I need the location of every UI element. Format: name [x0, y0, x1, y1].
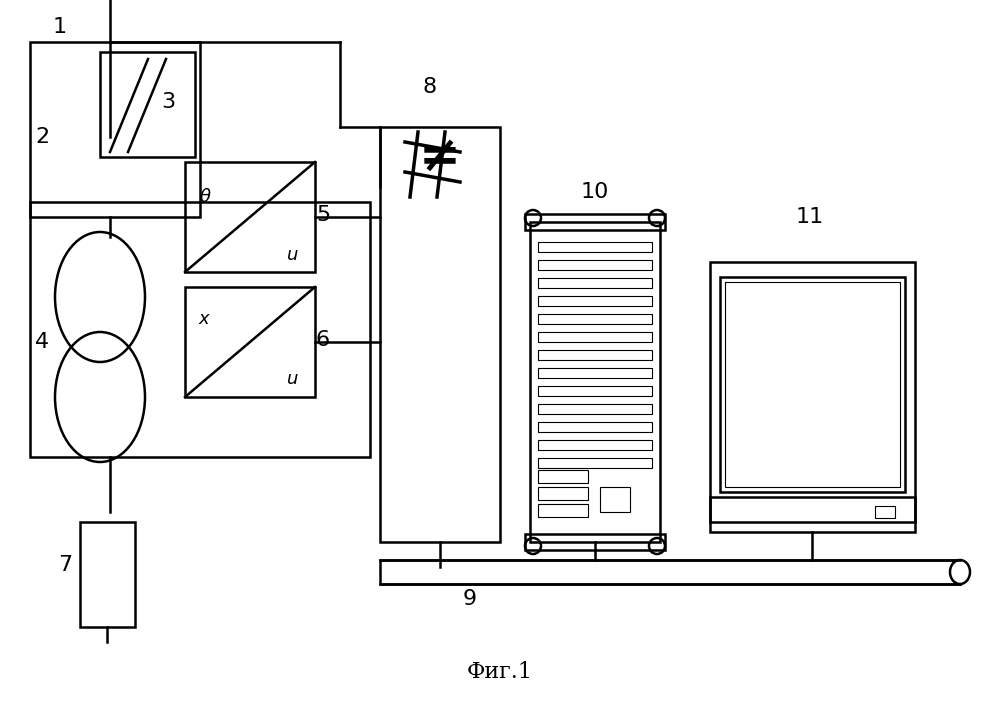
Bar [30, 202, 370, 457]
Bar [30, 42, 200, 217]
Bar [538, 504, 588, 517]
Text: $\theta$: $\theta$ [199, 188, 211, 206]
Bar [538, 470, 588, 483]
Bar [185, 287, 315, 397]
Bar [538, 440, 652, 450]
Text: $x$: $x$ [198, 310, 212, 328]
Bar [525, 534, 665, 550]
Bar [185, 162, 315, 272]
Ellipse shape [950, 560, 970, 584]
Text: 8: 8 [423, 77, 437, 97]
Bar [538, 404, 652, 414]
Text: 10: 10 [581, 182, 609, 202]
Bar [80, 522, 135, 627]
Bar [538, 368, 652, 378]
Bar [710, 497, 915, 522]
Text: 4: 4 [35, 332, 49, 352]
Bar [725, 282, 900, 487]
Bar [538, 332, 652, 342]
Text: 6: 6 [316, 330, 330, 350]
Text: $u$: $u$ [286, 370, 298, 388]
Bar [538, 386, 652, 396]
Bar [100, 52, 195, 157]
Bar [538, 487, 588, 500]
Bar [600, 487, 630, 512]
Text: 2: 2 [35, 127, 49, 147]
Bar [710, 262, 915, 532]
Bar [380, 560, 960, 584]
Bar [525, 214, 665, 230]
Text: 5: 5 [316, 205, 330, 225]
Text: 1: 1 [53, 17, 67, 37]
Text: Фиг.1: Фиг.1 [467, 661, 533, 683]
Bar [538, 260, 652, 270]
Text: 3: 3 [161, 92, 175, 112]
Text: 7: 7 [58, 555, 72, 575]
Bar [538, 350, 652, 360]
Bar [720, 277, 905, 492]
Bar [538, 422, 652, 432]
Bar [538, 314, 652, 324]
Bar [875, 506, 895, 518]
Text: 11: 11 [796, 207, 824, 227]
Bar [380, 127, 500, 542]
Bar [538, 242, 652, 252]
Text: ≠: ≠ [419, 133, 461, 181]
Bar [538, 296, 652, 306]
Bar [538, 278, 652, 288]
Text: 9: 9 [463, 589, 477, 609]
Text: $u$: $u$ [286, 246, 298, 264]
Bar [538, 458, 652, 468]
Bar [530, 222, 660, 542]
